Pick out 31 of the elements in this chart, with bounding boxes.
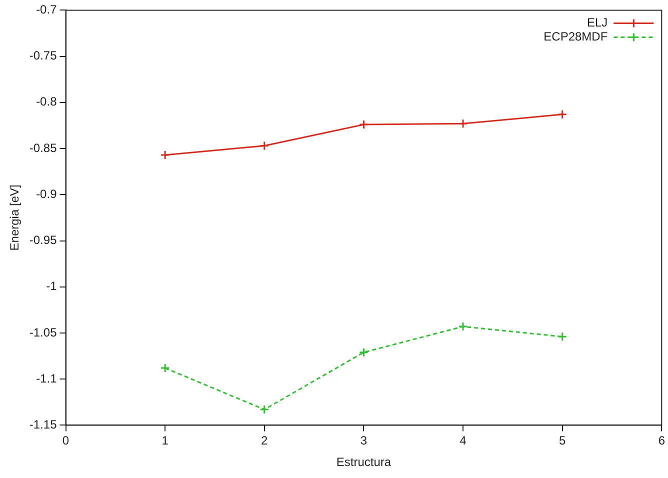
point	[558, 332, 568, 342]
point	[160, 150, 170, 160]
x-tick-label: 4	[460, 434, 467, 448]
point	[558, 110, 568, 120]
y-tick-label: -0.95	[29, 233, 58, 248]
point	[358, 120, 368, 130]
x-tick-label: 0	[62, 434, 70, 448]
point	[160, 363, 170, 373]
legend-label: ECP28MDF	[544, 30, 608, 44]
x-tick-label: 5	[559, 434, 566, 448]
y-tick-label: -1	[46, 279, 58, 294]
legend-label: ELJ	[586, 16, 608, 30]
x-tick-label: 6	[658, 434, 666, 448]
y-tick-label: -1.05	[29, 325, 58, 340]
point	[358, 348, 368, 358]
point	[458, 322, 468, 332]
y-tick-label: -0.7	[36, 2, 58, 17]
x-tick-label: 1	[162, 434, 169, 448]
x-tick-label: 2	[261, 434, 268, 448]
y-tick-label: -1.1	[36, 371, 58, 386]
x-axis-title: Estructura	[336, 455, 392, 470]
point	[260, 404, 270, 414]
y-tick-label: -0.8	[36, 94, 58, 109]
y-tick-label: -0.9	[36, 186, 58, 201]
point	[260, 141, 270, 151]
x-tick-label: 3	[360, 434, 368, 448]
y-tick-label: -0.75	[29, 48, 58, 63]
point	[458, 118, 468, 128]
y-tick-label: -0.85	[29, 140, 58, 155]
y-tick-label: -1.15	[29, 418, 58, 432]
y-axis-title: Energia [eV]	[8, 184, 22, 251]
